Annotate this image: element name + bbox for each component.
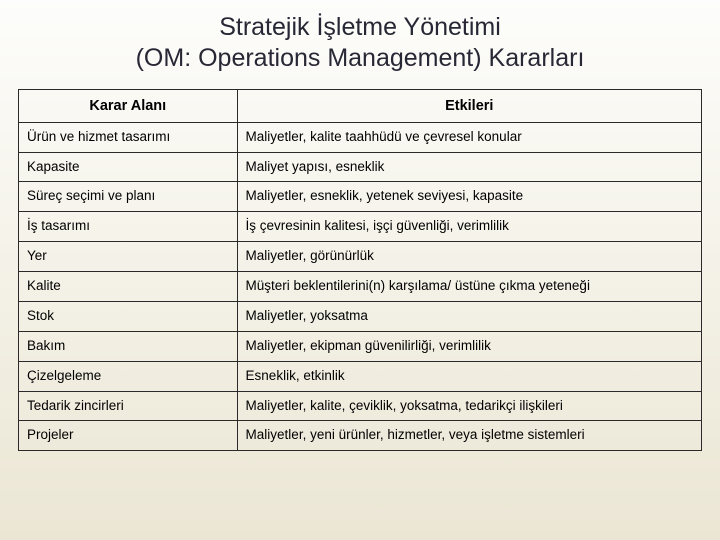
cell-area: Yer [19, 242, 238, 272]
cell-effects: Esneklik, etkinlik [237, 361, 701, 391]
cell-area: İş tasarımı [19, 212, 238, 242]
cell-effects: Maliyetler, yoksatma [237, 301, 701, 331]
cell-effects: Maliyetler, esneklik, yetenek seviyesi, … [237, 182, 701, 212]
title-line-2: (OM: Operations Management) Kararları [136, 44, 585, 72]
col-header-effects: Etkileri [237, 89, 701, 122]
slide-container: Stratejik İşletme Yönetimi (OM: Operatio… [0, 0, 720, 540]
cell-effects: Maliyetler, kalite, çeviklik, yoksatma, … [237, 391, 701, 421]
table-row: Tedarik zincirleri Maliyetler, kalite, ç… [19, 391, 702, 421]
cell-effects: İş çevresinin kalitesi, işçi güvenliği, … [237, 212, 701, 242]
cell-area: Kalite [19, 272, 238, 302]
table-row: Projeler Maliyetler, yeni ürünler, hizme… [19, 421, 702, 451]
cell-effects: Maliyet yapısı, esneklik [237, 152, 701, 182]
table-row: Çizelgeleme Esneklik, etkinlik [19, 361, 702, 391]
col-header-area: Karar Alanı [19, 89, 238, 122]
table-body: Ürün ve hizmet tasarımı Maliyetler, kali… [19, 122, 702, 451]
table-row: Stok Maliyetler, yoksatma [19, 301, 702, 331]
cell-effects: Maliyetler, ekipman güvenilirliği, verim… [237, 331, 701, 361]
cell-area: Stok [19, 301, 238, 331]
cell-area: Süreç seçimi ve planı [19, 182, 238, 212]
cell-area: Tedarik zincirleri [19, 391, 238, 421]
table-row: Kalite Müşteri beklentilerini(n) karşıla… [19, 272, 702, 302]
title-line-1: Stratejik İşletme Yönetimi [219, 13, 501, 41]
cell-area: Bakım [19, 331, 238, 361]
cell-effects: Maliyetler, kalite taahhüdü ve çevresel … [237, 122, 701, 152]
decisions-table: Karar Alanı Etkileri Ürün ve hizmet tasa… [18, 89, 702, 452]
table-row: Ürün ve hizmet tasarımı Maliyetler, kali… [19, 122, 702, 152]
cell-effects: Maliyetler, yeni ürünler, hizmetler, vey… [237, 421, 701, 451]
cell-effects: Maliyetler, görünürlük [237, 242, 701, 272]
table-row: Kapasite Maliyet yapısı, esneklik [19, 152, 702, 182]
table-row: İş tasarımı İş çevresinin kalitesi, işçi… [19, 212, 702, 242]
slide-title: Stratejik İşletme Yönetimi (OM: Operatio… [18, 12, 702, 75]
cell-area: Ürün ve hizmet tasarımı [19, 122, 238, 152]
cell-area: Kapasite [19, 152, 238, 182]
table-header-row: Karar Alanı Etkileri [19, 89, 702, 122]
cell-effects: Müşteri beklentilerini(n) karşılama/ üst… [237, 272, 701, 302]
cell-area: Çizelgeleme [19, 361, 238, 391]
table-row: Süreç seçimi ve planı Maliyetler, esnekl… [19, 182, 702, 212]
table-row: Bakım Maliyetler, ekipman güvenilirliği,… [19, 331, 702, 361]
cell-area: Projeler [19, 421, 238, 451]
table-row: Yer Maliyetler, görünürlük [19, 242, 702, 272]
